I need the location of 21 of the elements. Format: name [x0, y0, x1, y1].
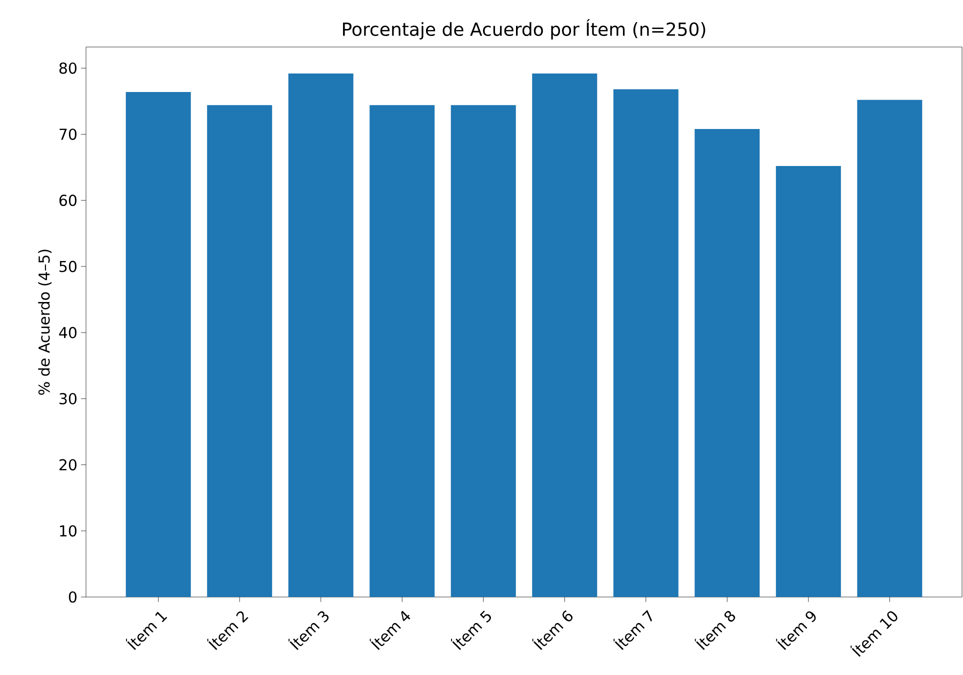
y-tick-label: 60	[59, 194, 76, 206]
bar	[207, 105, 272, 597]
bar	[532, 73, 598, 597]
bar	[613, 89, 678, 597]
y-tick-label: 10	[60, 525, 76, 537]
bar	[450, 105, 516, 597]
y-tick-label: 50	[60, 260, 76, 272]
y-tick-label: 70	[60, 128, 76, 140]
y-tick-label: 40	[59, 326, 76, 338]
bar	[288, 73, 354, 597]
bar	[776, 166, 841, 597]
bar	[126, 92, 191, 597]
bar	[857, 100, 922, 597]
bar	[694, 128, 760, 597]
chart-title: Porcentaje de Acuerdo por Ítem (n=250)	[343, 19, 706, 40]
bar	[370, 105, 435, 597]
y-axis-title: % de Acuerdo (4–5)	[38, 250, 52, 395]
y-tick-label: 20	[59, 459, 76, 470]
y-tick-label: 30	[60, 393, 76, 404]
y-tick-label: 80	[59, 62, 76, 74]
y-tick-label: 0	[68, 591, 76, 603]
